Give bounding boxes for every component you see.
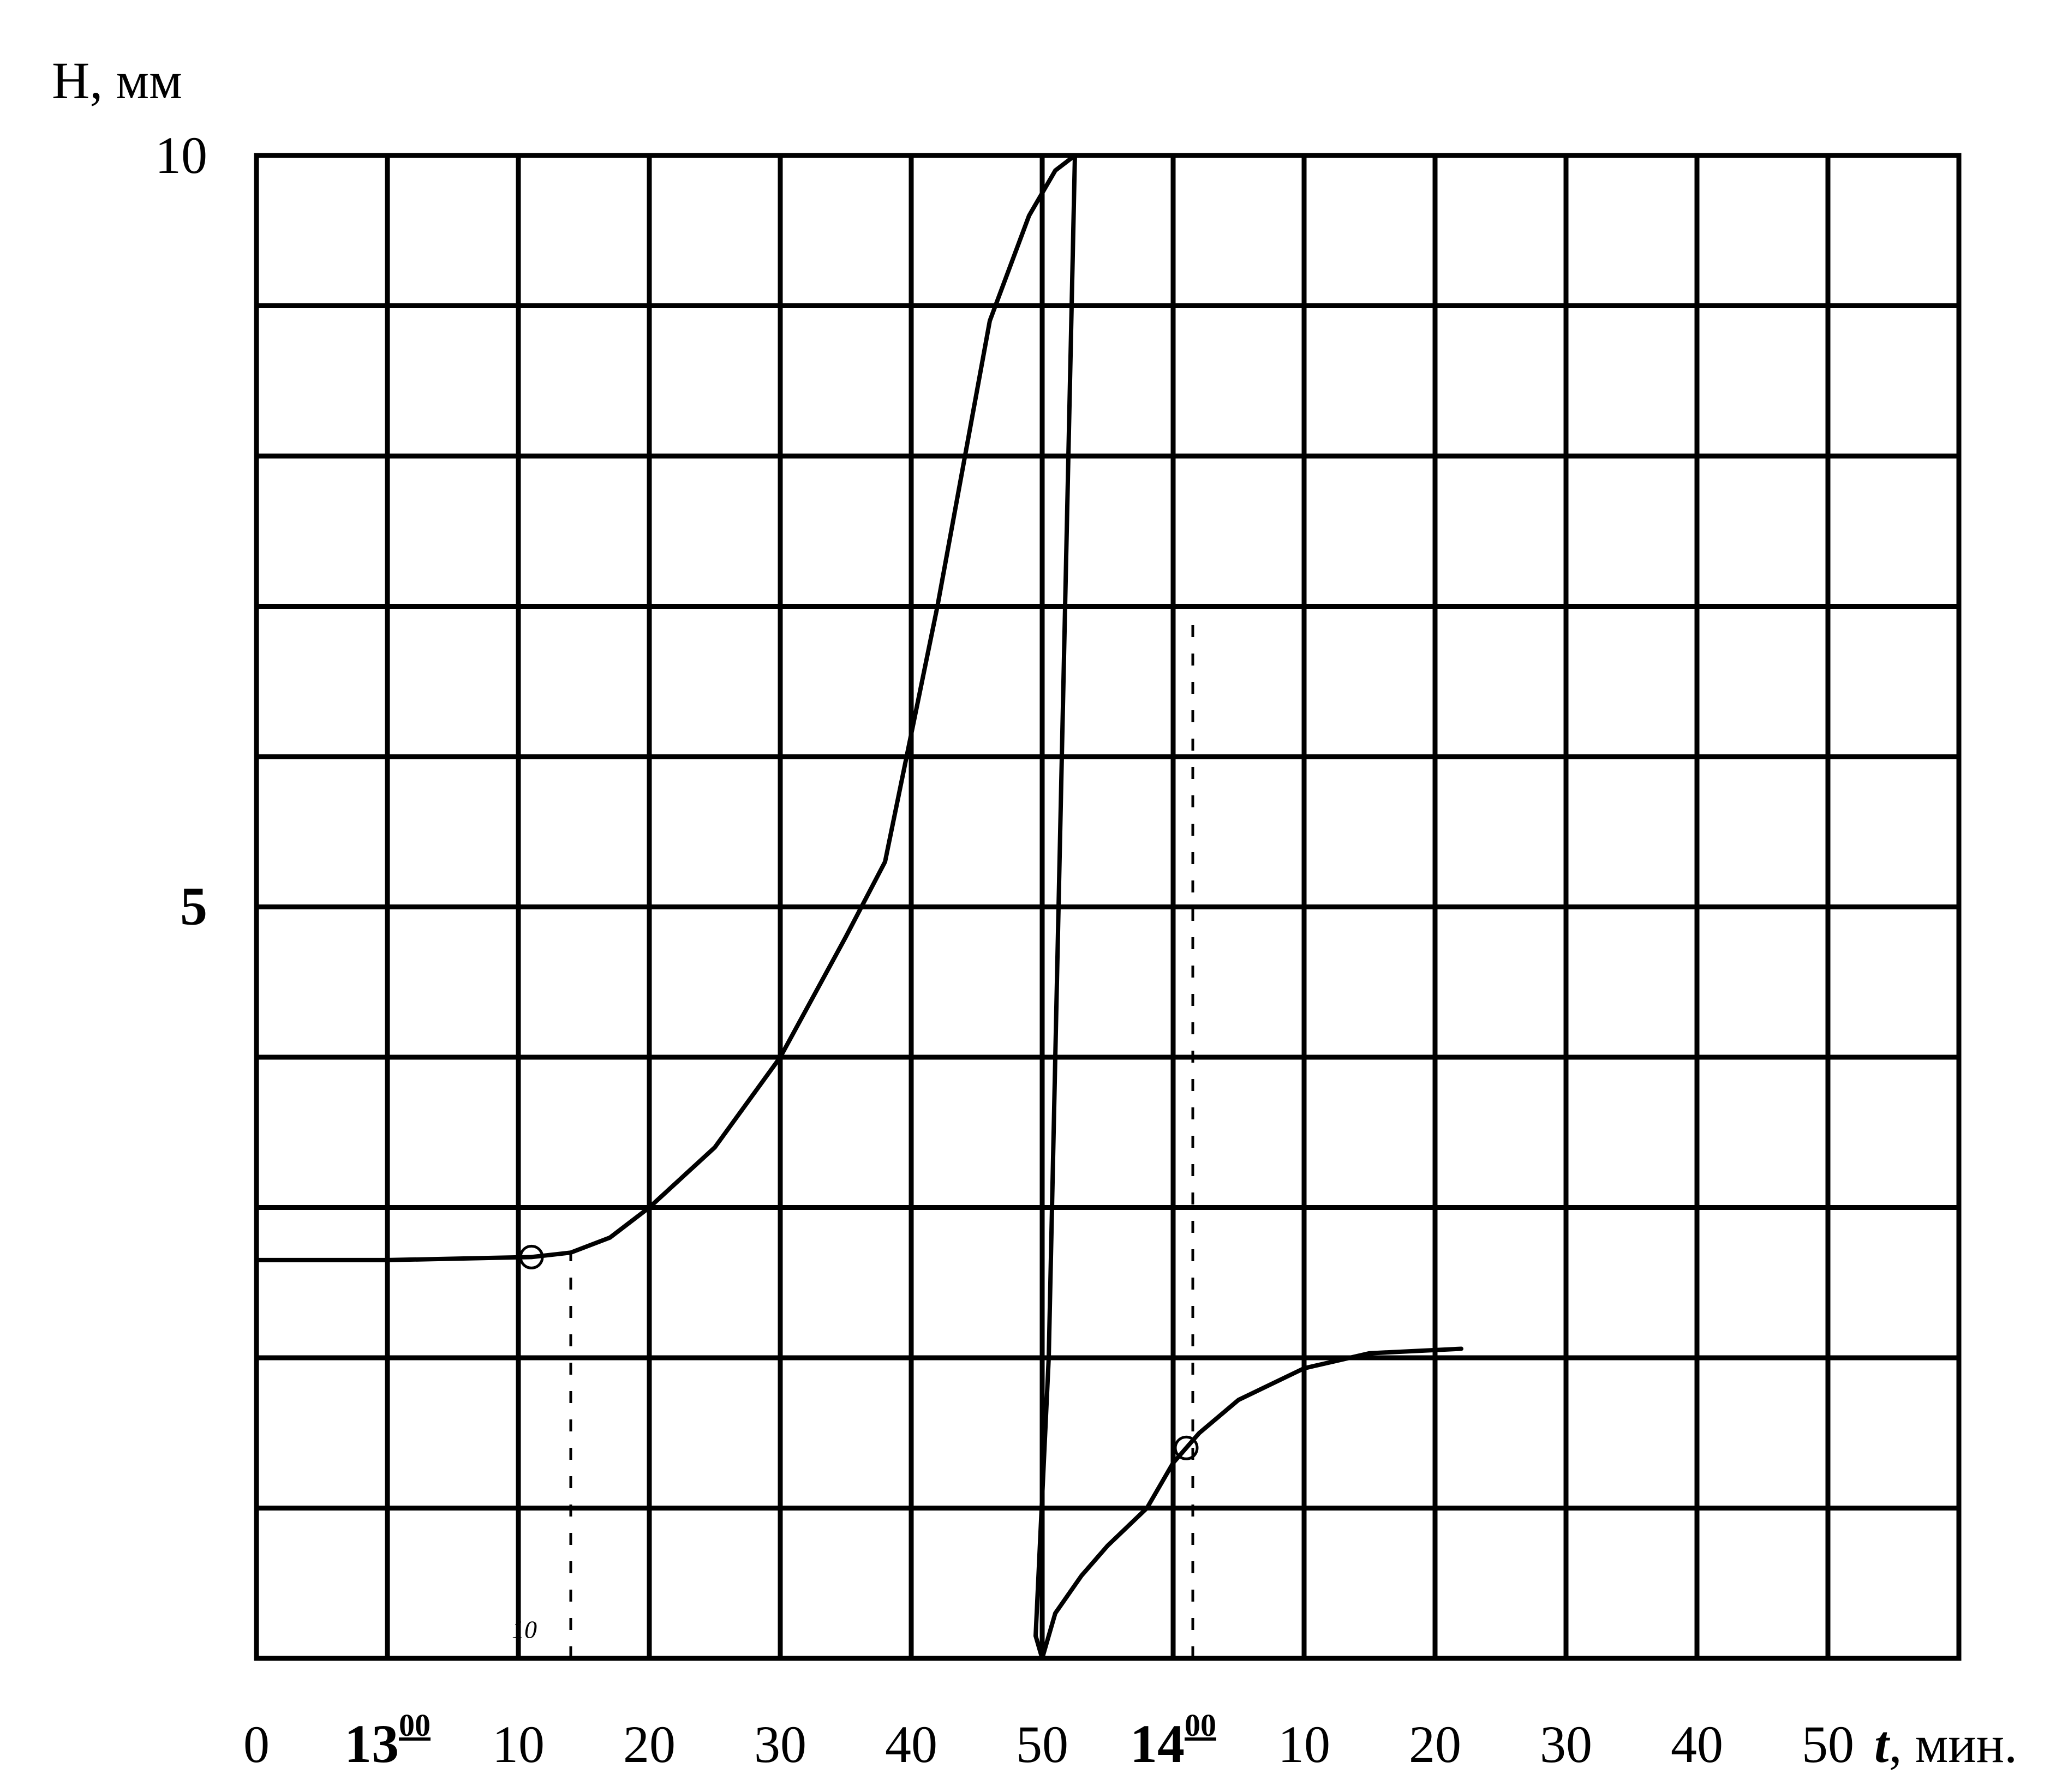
- y-tick-label: 10: [155, 126, 207, 184]
- x-tick-label: 20: [623, 1715, 676, 1773]
- data-marker: [1174, 1435, 1199, 1460]
- data-markers: [519, 1244, 1199, 1460]
- series-line-3: [1033, 1346, 1463, 1661]
- annotation-label: 10: [512, 1615, 537, 1643]
- data-marker: [519, 1244, 544, 1269]
- x-axis-label-unit: , мин.: [1889, 1715, 2018, 1773]
- x-axis-label-symbol: t: [1874, 1715, 1891, 1773]
- x-tick-label: 30: [1540, 1715, 1592, 1773]
- x-tick-label: 10: [1278, 1715, 1330, 1773]
- x-tick-label: 20: [1409, 1715, 1461, 1773]
- annotations: 10: [512, 1615, 537, 1643]
- x-tick-label: 0: [243, 1715, 270, 1773]
- data-series: [254, 153, 1463, 1661]
- series-line-1: [254, 153, 1077, 1262]
- x-tick-label: 1400: [1130, 1707, 1216, 1774]
- x-tick-label: 1300: [344, 1707, 431, 1774]
- y-tick-label: 5: [180, 876, 207, 937]
- y-tick-labels: 10 5: [155, 126, 207, 937]
- x-axis-label: t, мин.: [1874, 1715, 2017, 1773]
- x-tick-label: 10: [492, 1715, 545, 1773]
- grid-layer: [254, 153, 1962, 1661]
- x-tick-label: 40: [885, 1715, 937, 1773]
- x-tick-label: 30: [754, 1715, 806, 1773]
- y-axis-label: H, мм: [52, 51, 182, 110]
- x-tick-label: 40: [1671, 1715, 1723, 1773]
- x-tick-label: 50: [1016, 1715, 1068, 1773]
- x-tick-label: 50: [1802, 1715, 1854, 1773]
- dashed-guides: [569, 606, 1194, 1658]
- x-tick-labels: 0 1300 10 20 30 40 50 1400 10 20 30 40 50: [243, 1707, 1854, 1774]
- series-line-2: [1033, 153, 1077, 1638]
